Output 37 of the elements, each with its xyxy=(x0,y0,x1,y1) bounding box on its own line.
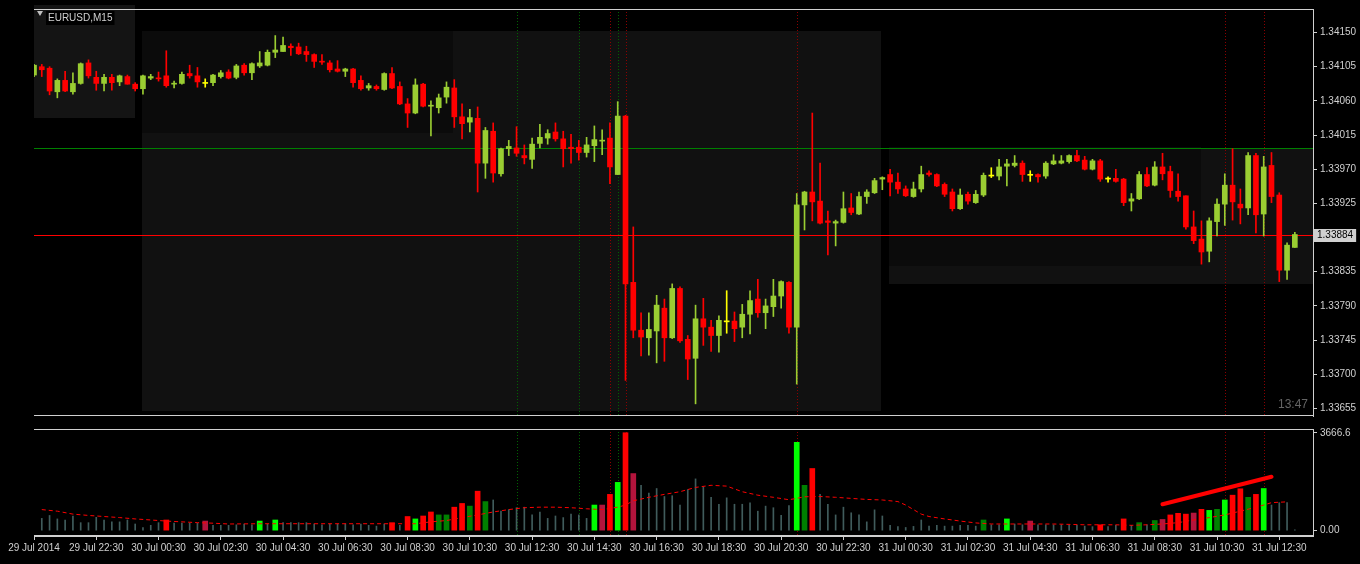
annotation: 13:47 xyxy=(1277,397,1309,412)
y-tick-label: 1.34150 xyxy=(1320,26,1357,38)
y-tick-label: 1.33970 xyxy=(1320,162,1357,174)
x-tick-label: 30 Jul 00:30 xyxy=(131,541,187,553)
y-tick-label: 1.33700 xyxy=(1320,367,1357,379)
ref-line-label: 1.33884 xyxy=(1317,229,1354,241)
x-tick-label: 31 Jul 04:30 xyxy=(1002,541,1058,553)
x-tick-label: 30 Jul 06:30 xyxy=(318,541,373,553)
chart-title: EURUSD,M15 xyxy=(48,11,113,23)
x-tick-label: 30 Jul 12:30 xyxy=(504,541,560,553)
x-tick-label: 31 Jul 00:30 xyxy=(878,541,934,553)
y-tick-label: 1.33655 xyxy=(1320,402,1357,414)
y-tick-label: 1.34105 xyxy=(1320,60,1357,72)
x-tick-label: 30 Jul 02:30 xyxy=(193,541,249,553)
x-tick-label: 31 Jul 08:30 xyxy=(1127,541,1183,553)
x-tick-label: 29 Jul 22:30 xyxy=(69,541,124,553)
y-tick-label: 1.33835 xyxy=(1320,265,1357,277)
y-tick-label: 1.33745 xyxy=(1320,333,1357,345)
x-tick-label: 31 Jul 02:30 xyxy=(940,541,996,553)
x-tick-label: 30 Jul 22:30 xyxy=(816,541,872,553)
y-tick-label: 1.34060 xyxy=(1320,94,1357,106)
x-tick-label: 31 Jul 10:30 xyxy=(1189,541,1245,553)
x-tick-label: 30 Jul 04:30 xyxy=(255,541,311,553)
x-tick-label: 29 Jul 2014 xyxy=(8,541,61,553)
y-tick-label: 0.00 xyxy=(1320,524,1340,536)
y-tick-label: 3666.6 xyxy=(1320,426,1352,438)
x-tick-label: 30 Jul 16:30 xyxy=(629,541,685,553)
x-tick-label: 30 Jul 14:30 xyxy=(567,541,623,553)
x-tick-label: 31 Jul 06:30 xyxy=(1065,541,1121,553)
x-tick-label: 30 Jul 18:30 xyxy=(691,541,747,553)
x-tick-label: 30 Jul 10:30 xyxy=(442,541,498,553)
y-tick-label: 1.33790 xyxy=(1320,299,1357,311)
x-tick-label: 31 Jul 12:30 xyxy=(1252,541,1307,553)
x-tick-label: 30 Jul 20:30 xyxy=(753,541,809,553)
y-tick-label: 1.33925 xyxy=(1320,197,1357,209)
x-tick-label: 30 Jul 08:30 xyxy=(380,541,436,553)
y-tick-label: 1.34015 xyxy=(1320,128,1357,140)
